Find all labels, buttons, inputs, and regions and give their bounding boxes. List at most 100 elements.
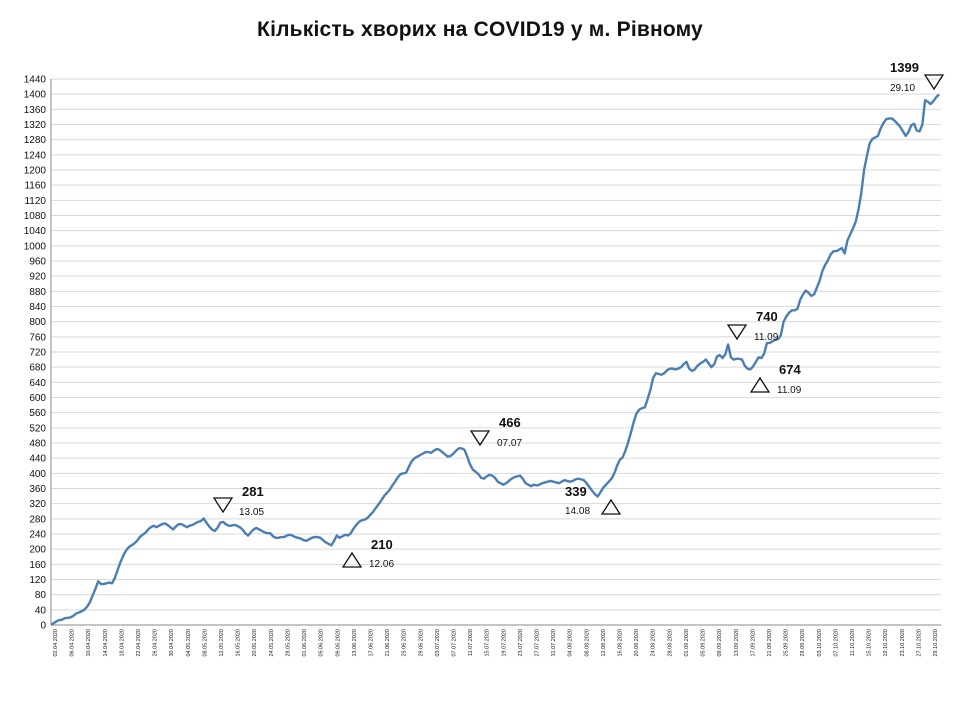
annotation-low-september: 674 11.09 <box>749 362 802 396</box>
y-tick-label: 320 <box>29 499 46 510</box>
y-tick-label: 1120 <box>24 196 46 207</box>
y-tick-label: 1200 <box>24 166 47 177</box>
y-tick-label: 80 <box>35 590 47 601</box>
x-tick-label: 15.10.2020 <box>867 629 873 657</box>
y-tick-label: 1440 <box>24 75 47 86</box>
y-tick-label: 0 <box>40 621 46 632</box>
annotation-peak-may: 281 13.05 <box>212 484 264 518</box>
x-tick-label: 25.09.2020 <box>784 629 790 657</box>
y-tick-label: 280 <box>29 514 46 525</box>
x-tick-label: 27.07.2020 <box>535 629 541 657</box>
x-tick-label: 12.05.2020 <box>219 629 225 657</box>
x-tick-label: 30.04.2020 <box>169 629 175 657</box>
y-tick-label: 920 <box>29 272 46 283</box>
x-tick-label: 13.06.2020 <box>352 629 358 657</box>
y-tick-label: 720 <box>29 348 46 359</box>
x-tick-label: 27.10.2020 <box>916 629 922 657</box>
x-tick-label: 26.04.2020 <box>153 629 159 657</box>
annotation-value: 210 <box>371 537 393 552</box>
x-tick-label: 10.04.2020 <box>86 629 92 657</box>
annotation-date: 14.08 <box>565 506 590 517</box>
y-tick-label: 1400 <box>24 90 47 101</box>
y-tick-label: 120 <box>29 575 46 586</box>
annotation-low-june: 210 12.06 <box>341 537 394 570</box>
x-tick-label: 06.04.2020 <box>70 629 76 657</box>
down-triangle-marker <box>469 430 491 447</box>
y-tick-label: 760 <box>29 332 46 343</box>
annotation-value: 1399 <box>890 60 919 75</box>
annotation-value: 740 <box>756 309 778 324</box>
up-triangle-marker <box>341 551 363 568</box>
x-tick-label: 07.10.2020 <box>833 629 839 657</box>
x-tick-label: 21.09.2020 <box>767 629 773 657</box>
annotation-date: 07.07 <box>497 438 522 449</box>
y-tick-label: 600 <box>29 393 46 404</box>
x-tick-label: 13.09.2020 <box>734 629 740 657</box>
x-tick-label: 11.07.2020 <box>468 629 474 656</box>
x-tick-label: 11.10.2020 <box>850 629 856 656</box>
x-tick-label: 05.09.2020 <box>701 629 707 657</box>
x-tick-label: 28.05.2020 <box>285 629 291 657</box>
x-tick-label: 20.08.2020 <box>634 629 640 657</box>
series-layer <box>50 93 940 626</box>
annotation-date: 13.05 <box>239 507 264 518</box>
y-tick-label: 1280 <box>24 135 47 146</box>
annotation-date: 12.06 <box>369 559 394 570</box>
y-tick-label: 1160 <box>24 181 46 192</box>
y-tick-label: 640 <box>29 378 46 389</box>
y-tick-label: 880 <box>29 287 46 298</box>
x-tick-label: 29.06.2020 <box>418 629 424 657</box>
x-tick-label: 03.07.2020 <box>435 629 441 657</box>
gridlines <box>51 78 941 626</box>
annotation-value: 281 <box>242 484 264 499</box>
y-tick-label: 1080 <box>24 211 47 222</box>
y-tick-label: 1320 <box>24 120 47 131</box>
x-tick-label: 24.08.2020 <box>651 629 657 657</box>
y-tick-label: 360 <box>29 484 46 495</box>
annotation-value: 674 <box>779 362 801 377</box>
y-tick-label: 160 <box>29 560 46 571</box>
x-tick-label: 21.06.2020 <box>385 629 391 657</box>
y-tick-label: 960 <box>29 257 46 268</box>
x-tick-label: 19.07.2020 <box>501 629 507 657</box>
y-tick-label: 1000 <box>24 241 47 252</box>
y-tick-label: 680 <box>29 363 46 374</box>
y-tick-label: 1040 <box>24 226 47 237</box>
y-tick-label: 400 <box>29 469 46 480</box>
x-tick-label: 09.09.2020 <box>717 629 723 657</box>
y-tick-label: 40 <box>35 605 47 616</box>
annotation-peak-october: 1399 29.10 <box>890 60 945 94</box>
x-tick-label: 17.09.2020 <box>750 629 756 657</box>
x-tick-label: 29.10.2020 <box>933 629 939 657</box>
y-tick-label: 1240 <box>24 150 47 161</box>
x-tick-label: 17.06.2020 <box>368 629 374 657</box>
y-tick-labels: 0 40 80 120 160 200 240 280 320 360 400 440 480 520 56… <box>24 75 47 632</box>
y-tick-label: 1360 <box>24 105 47 116</box>
x-tick-label: 22.04.2020 <box>136 629 142 657</box>
x-tick-label: 31.07.2020 <box>551 629 557 657</box>
x-tick-label: 05.06.2020 <box>319 629 325 657</box>
x-tick-label: 01.06.2020 <box>302 629 308 657</box>
x-tick-label: 01.09.2020 <box>684 629 690 657</box>
x-tick-label: 04.08.2020 <box>568 629 574 657</box>
x-tick-label: 12.08.2020 <box>601 629 607 657</box>
annotation-date: 29.10 <box>890 83 915 94</box>
x-tick-label: 07.07.2020 <box>451 629 457 657</box>
x-tick-label: 08.08.2020 <box>584 629 590 657</box>
x-tick-label: 20.05.2020 <box>252 629 258 657</box>
axes <box>50 79 941 626</box>
x-tick-label: 24.05.2020 <box>269 629 275 657</box>
x-tick-label: 14.04.2020 <box>103 629 109 657</box>
y-tick-label: 240 <box>29 530 46 541</box>
x-tick-label: 16.08.2020 <box>618 629 624 657</box>
x-tick-label: 09.06.2020 <box>335 629 341 657</box>
x-tick-label: 03.10.2020 <box>817 629 823 657</box>
chart-title: Кількість хворих на COVID19 у м. Рівному <box>257 18 703 41</box>
y-tick-label: 480 <box>29 439 46 450</box>
annotation-low-august: 339 14.08 <box>565 484 622 517</box>
annotation-date: 11.09 <box>777 385 802 396</box>
x-tick-label: 04.05.2020 <box>186 629 192 657</box>
x-tick-label: 19.10.2020 <box>883 629 889 657</box>
annotation-value: 466 <box>499 415 521 430</box>
